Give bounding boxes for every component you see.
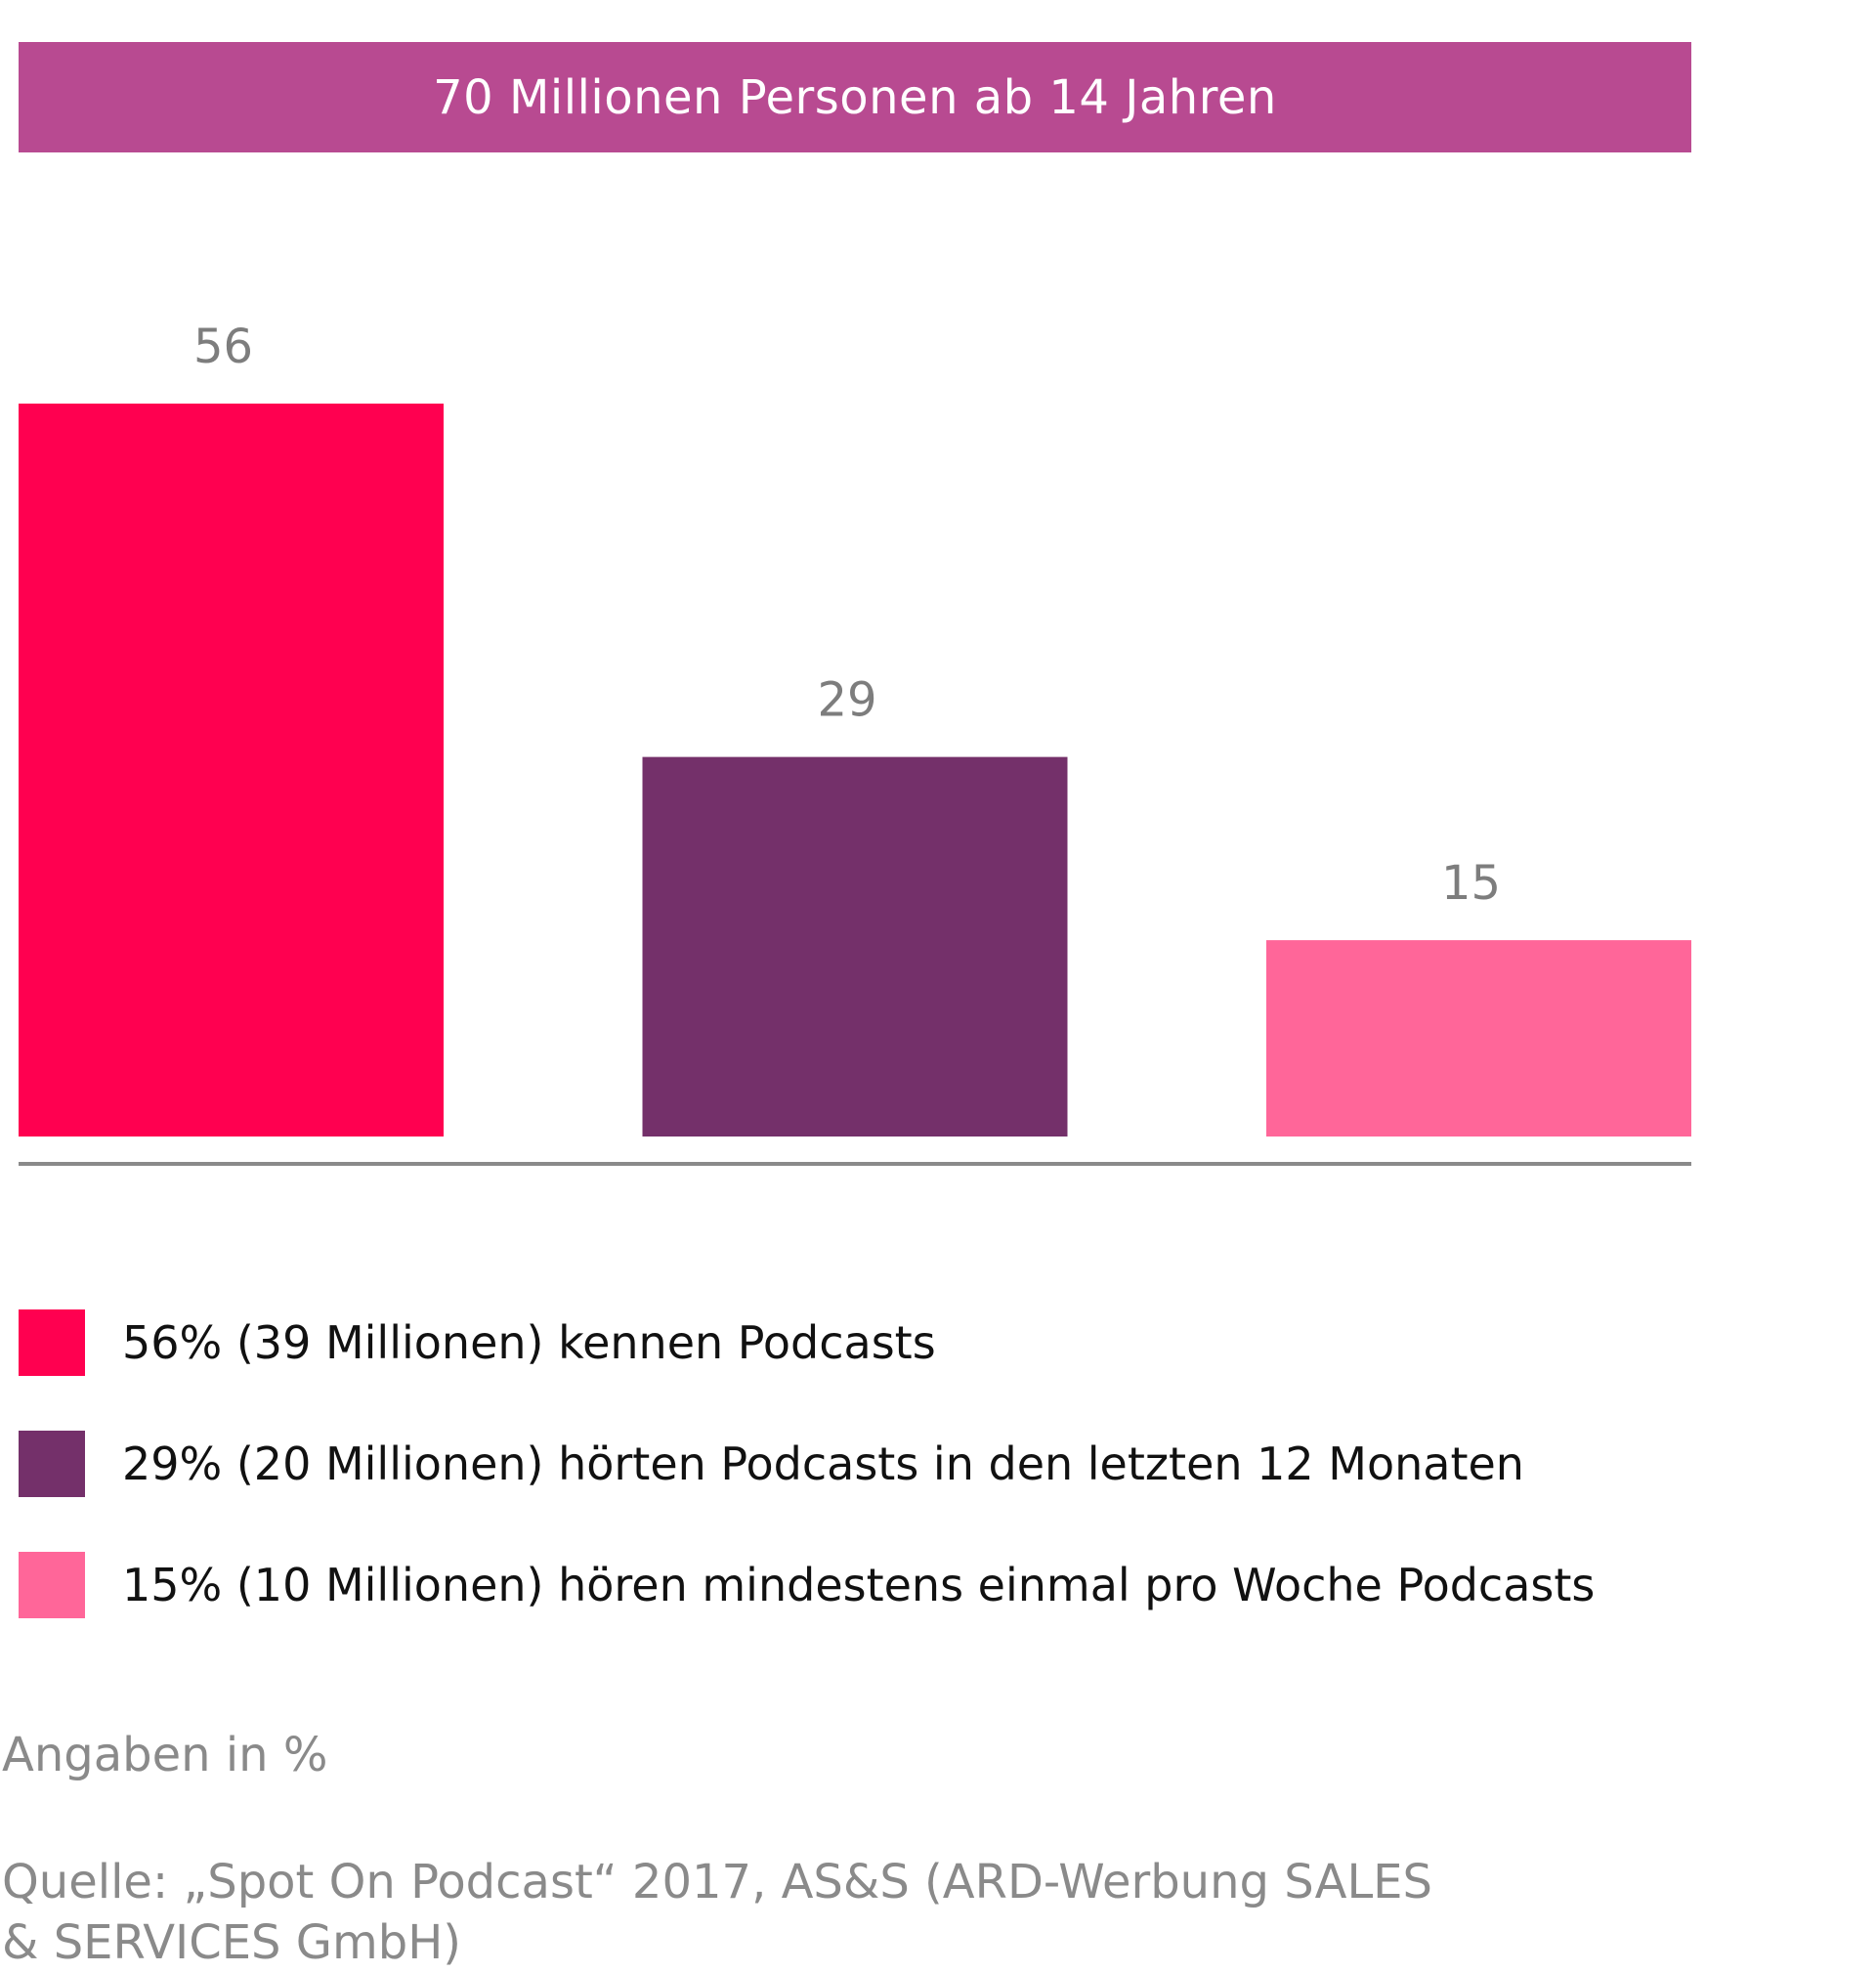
legend-swatch: [19, 1552, 85, 1618]
legend-label: 15% (10 Millionen) hören mindestens einm…: [122, 1559, 1596, 1611]
bar: [1266, 940, 1691, 1137]
bar-chart: 56 29 15: [19, 320, 1691, 1166]
bar-value-label: 15: [1441, 856, 1501, 911]
chart-legend: 56% (39 Millionen) kennen Podcasts 29% (…: [19, 1309, 1865, 1673]
bar-value-label: 29: [817, 673, 876, 728]
chart-header-band: 70 Millionen Personen ab 14 Jahren: [19, 42, 1691, 152]
legend-swatch: [19, 1431, 85, 1497]
legend-label: 29% (20 Millionen) hörten Podcasts in de…: [122, 1437, 1524, 1490]
source-note: Quelle: „Spot On Podcast“ 2017, AS&S (AR…: [2, 1855, 1432, 1970]
bar-value-label: 56: [193, 320, 253, 374]
bar: [19, 404, 444, 1137]
chart-header-title: 70 Millionen Personen ab 14 Jahren: [433, 69, 1277, 125]
bar: [642, 756, 1068, 1137]
unit-note: Angaben in %: [2, 1728, 328, 1782]
legend-label: 56% (39 Millionen) kennen Podcasts: [122, 1316, 936, 1369]
legend-item: 29% (20 Millionen) hörten Podcasts in de…: [19, 1431, 1865, 1497]
legend-item: 15% (10 Millionen) hören mindestens einm…: [19, 1552, 1865, 1618]
legend-swatch: [19, 1309, 85, 1376]
legend-item: 56% (39 Millionen) kennen Podcasts: [19, 1309, 1865, 1376]
